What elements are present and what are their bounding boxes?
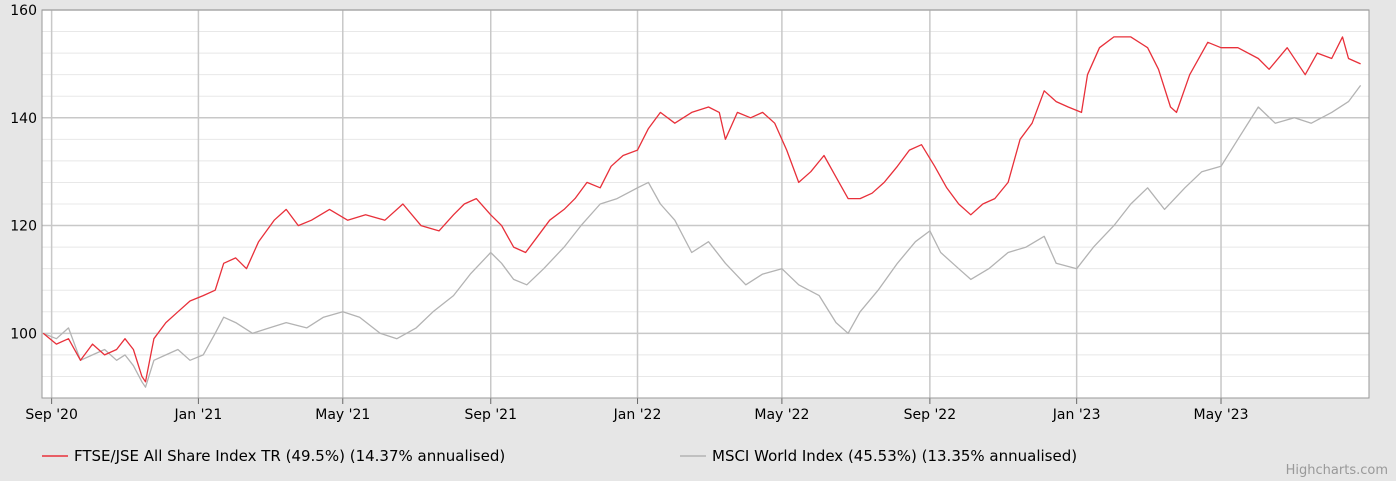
y-tick-label: 120 bbox=[10, 219, 37, 235]
y-tick-label: 160 bbox=[10, 3, 37, 19]
x-tick-label: May '21 bbox=[315, 407, 370, 423]
axes-group: 100 120 140 160 Sep '20 Jan '21 May '21 Sep '21… bbox=[10, 3, 1370, 423]
series-line[interactable] bbox=[42, 85, 1362, 388]
legend-item-label[interactable]: FTSE/JSE All Share Index TR (49.5%) (14.… bbox=[74, 447, 505, 465]
x-tick-label: May '22 bbox=[754, 407, 809, 423]
credits-text[interactable]: Highcharts.com bbox=[1286, 463, 1388, 478]
x-tick-label: Sep '20 bbox=[25, 407, 78, 423]
x-tick-label: May '23 bbox=[1193, 407, 1248, 423]
series-line[interactable] bbox=[42, 36, 1361, 383]
y-tick-label: 140 bbox=[10, 111, 37, 127]
x-tick-label: Jan '21 bbox=[174, 407, 223, 423]
legend-item-label[interactable]: MSCI World Index (45.53%) (13.35% annual… bbox=[712, 447, 1077, 465]
x-tick-label: Sep '22 bbox=[904, 407, 957, 423]
series-group bbox=[42, 36, 1362, 388]
x-tick-label: Jan '22 bbox=[613, 407, 662, 423]
x-tick-label: Jan '23 bbox=[1052, 407, 1101, 423]
x-tick-label: Sep '21 bbox=[464, 407, 517, 423]
y-tick-label: 100 bbox=[10, 326, 37, 342]
plot-border bbox=[41, 9, 1370, 399]
legend[interactable]: FTSE/JSE All Share Index TR (49.5%) (14.… bbox=[42, 447, 1077, 465]
